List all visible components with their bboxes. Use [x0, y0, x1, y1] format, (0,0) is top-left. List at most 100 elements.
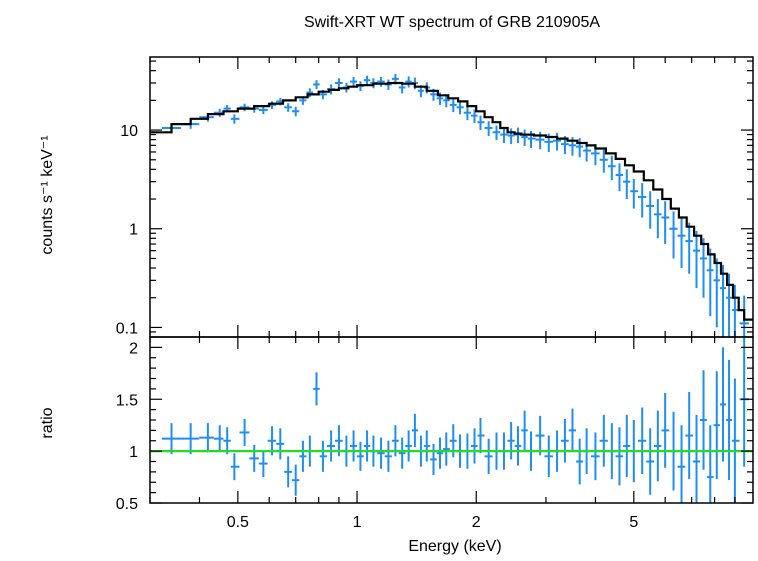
x-tick-label: 1 — [353, 514, 362, 531]
spectrum-data-point — [239, 103, 250, 112]
ratio-data-point — [161, 423, 182, 455]
ratio-data-point — [706, 425, 714, 503]
ratio-data-point — [719, 347, 727, 462]
spectrum-data-point — [661, 201, 670, 245]
ratio-data-point — [544, 435, 553, 478]
ratio-data-point — [398, 437, 406, 469]
ratio-data-point — [276, 428, 285, 460]
ratio-y-tick-label: 1 — [129, 444, 138, 461]
x-tick-label: 5 — [629, 514, 638, 531]
ratio-data-point — [576, 438, 584, 485]
ratio-y-tick-label: 0.5 — [116, 496, 138, 513]
y-axis-label-spectrum: counts s⁻¹ keV⁻¹ — [39, 135, 56, 254]
ratio-data-point — [677, 425, 686, 503]
ratio-data-point — [646, 428, 655, 495]
spectrum-data-point — [213, 108, 224, 117]
spectrum-data-point — [646, 191, 655, 229]
spectrum-data-point — [258, 106, 268, 115]
spectrum-data-point — [719, 264, 727, 337]
x-axis-label: Energy (keV) — [408, 538, 501, 555]
ratio-data-point — [700, 370, 707, 470]
spectrum-data-point — [484, 121, 493, 137]
ratio-data-point — [521, 410, 528, 451]
axis-ticks — [149, 57, 753, 504]
ratio-data-point — [411, 413, 418, 447]
ratio-data-point — [349, 430, 358, 462]
ratio-data-point — [470, 428, 478, 464]
ratio-data-point — [484, 438, 493, 474]
ratio-data-point — [615, 427, 624, 486]
spectrum-data-point — [443, 94, 450, 108]
spectrum-data-point — [706, 248, 714, 317]
ratio-data-point — [507, 422, 515, 460]
ratio-data-point — [213, 425, 224, 453]
ratio-data-point — [249, 444, 259, 472]
spectrum-y-tick-label: 10 — [120, 123, 138, 140]
spectrum-data-point — [313, 80, 320, 90]
ratio-data-point — [258, 450, 268, 478]
ratio-y-tick-label: 1.5 — [116, 392, 138, 409]
ratio-data-point — [299, 440, 307, 472]
spectrum-data-point — [576, 138, 584, 158]
spectrum-data-point — [492, 125, 501, 141]
ratio-data-point — [313, 372, 320, 406]
ratio-data-point — [319, 440, 328, 472]
ratio-data-point — [291, 464, 300, 496]
ratio-panel-frame — [149, 336, 754, 504]
panel-frames — [149, 56, 754, 504]
spectrum-data-point — [335, 78, 343, 89]
spectrum-y-tick-label: 0.1 — [116, 320, 138, 337]
ratio-data-point — [384, 440, 392, 472]
ratio-data-point — [230, 453, 240, 481]
spectrum-data-point — [552, 132, 561, 151]
spectrum-data-point — [692, 230, 701, 289]
ratio-data-point — [685, 391, 693, 480]
spectrum-data-point — [677, 217, 686, 269]
ratio-data-point — [284, 456, 292, 488]
ratio-data-point — [363, 430, 371, 462]
ratio-y-tick-label: 2 — [129, 340, 138, 357]
spectrum-data-point — [377, 76, 385, 87]
spectrum-data-point — [284, 103, 292, 112]
spectrum-data-point — [477, 115, 485, 131]
spectrum-data-point — [306, 88, 314, 98]
spectrum-model-line — [150, 81, 753, 321]
ratio-data-point — [405, 430, 412, 462]
ratio-data-point — [436, 437, 444, 469]
ratio-data-point — [661, 393, 670, 468]
x-tick-label: 2 — [472, 514, 481, 531]
ratio-data-point — [357, 441, 364, 471]
ratio-data-point — [514, 426, 522, 466]
ratio-data-point — [623, 414, 631, 478]
spectrum-data-point — [507, 128, 515, 145]
ratio-data-point — [239, 418, 250, 446]
spectrum-data-point — [630, 178, 638, 209]
spectrum-y-tick-label: 1 — [129, 222, 138, 239]
spectrum-data-point — [349, 76, 358, 87]
spectrum-data-point — [654, 199, 662, 239]
spectrum-data-point — [669, 211, 678, 259]
ratio-data-point — [449, 424, 457, 458]
spectrum-data-point — [363, 75, 371, 86]
ratio-data-point — [535, 415, 545, 456]
spectrum-data-point — [527, 130, 536, 148]
ratio-data-point — [692, 414, 701, 503]
ratio-data-point — [731, 378, 740, 503]
spectrum-data-point — [599, 149, 608, 173]
ratio-data-point — [477, 417, 485, 454]
spectrum-data-point — [607, 155, 616, 181]
spectrum-data-point — [700, 238, 707, 298]
spectrum-data-point — [713, 258, 720, 328]
ratio-data-point — [591, 432, 600, 481]
spectrum-data-point — [456, 101, 464, 115]
spectrum-model-layer — [150, 81, 753, 321]
ratio-data-point — [568, 408, 577, 453]
ratio-data-point — [726, 359, 732, 481]
ratio-data-point — [377, 437, 385, 469]
ratio-data-point — [443, 432, 450, 466]
ratio-data-point — [713, 371, 720, 480]
axis-tick-labels: 0.5 1 2 5 0.1 1 10 0.5 1 1.5 2 — [116, 123, 639, 531]
chart-title: Swift-XRT WT spectrum of GRB 210905A — [304, 14, 600, 31]
